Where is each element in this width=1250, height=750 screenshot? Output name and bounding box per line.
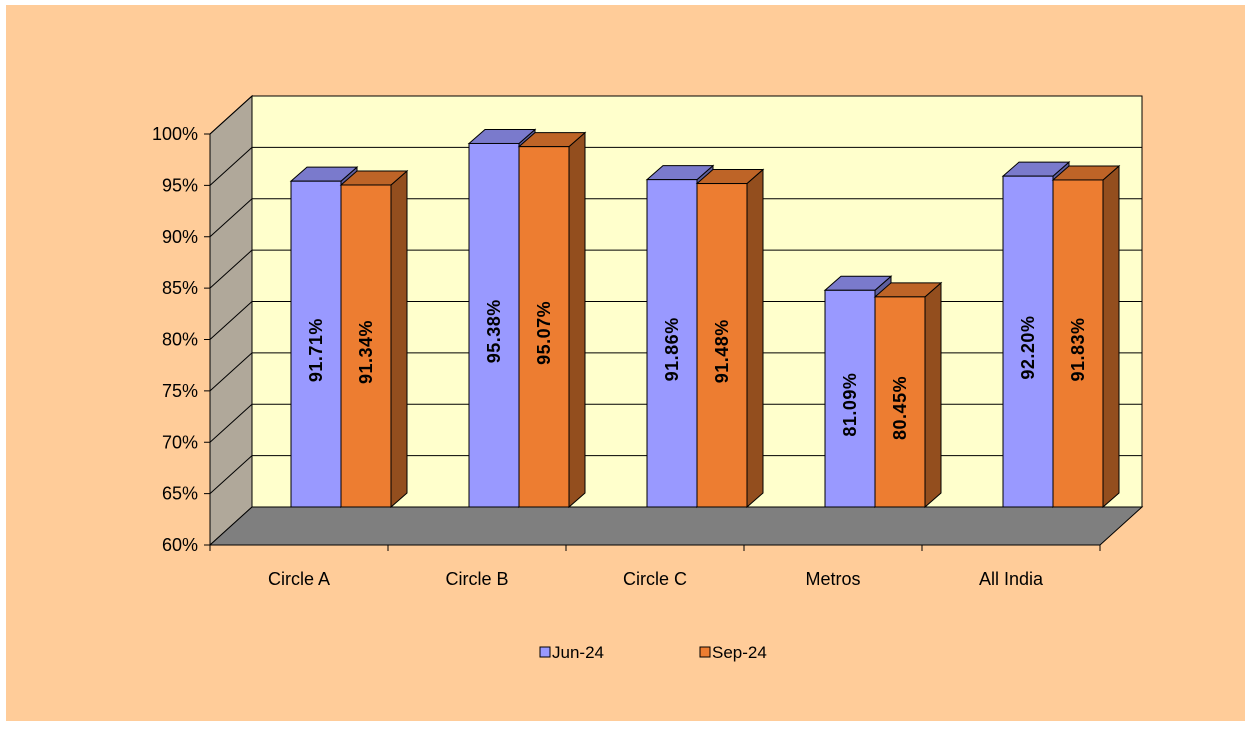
legend-label: Jun-24 — [552, 643, 604, 662]
floor — [208, 506, 1144, 546]
y-tick-label: 70% — [162, 432, 198, 452]
y-tick-label: 80% — [162, 330, 198, 350]
bar — [824, 289, 876, 508]
bar — [1052, 179, 1104, 508]
y-tick-label: 90% — [162, 227, 198, 247]
y-tick-label: 95% — [162, 175, 198, 195]
x-tick-label: Circle A — [268, 569, 330, 589]
data-label: 91.48% — [712, 319, 732, 383]
y-tick-label: 75% — [162, 381, 198, 401]
bar-side — [390, 169, 408, 509]
data-label: 95.07% — [534, 301, 554, 365]
y-tick-label: 60% — [162, 535, 198, 555]
y-tick-label: 85% — [162, 278, 198, 298]
y-tick-label: 100% — [152, 124, 198, 144]
bar — [340, 184, 392, 508]
x-tick-label: Circle B — [445, 569, 508, 589]
bar — [696, 183, 748, 508]
bar-side — [1102, 164, 1120, 509]
x-tick-label: All India — [979, 569, 1044, 589]
data-label: 92.20% — [1018, 316, 1038, 380]
gridline-side — [209, 198, 253, 238]
bar — [646, 179, 698, 508]
gridline-side — [209, 455, 253, 494]
x-tick-label: Circle C — [623, 569, 687, 589]
legend-swatch — [539, 646, 551, 658]
legend-swatch — [699, 646, 711, 658]
bar-side — [924, 281, 942, 509]
bar — [874, 296, 926, 508]
bar — [518, 146, 570, 508]
gridline-side — [209, 249, 253, 289]
x-tick-label: Metros — [805, 569, 860, 589]
data-label: 91.34% — [356, 320, 376, 384]
data-label: 91.83% — [1068, 317, 1088, 381]
bar-side — [746, 168, 764, 509]
data-label: 95.38% — [484, 299, 504, 363]
gridline-side — [209, 352, 253, 392]
data-label: 91.86% — [662, 317, 682, 381]
gridline-side — [209, 301, 253, 340]
gridline-side — [209, 95, 253, 135]
bar — [1002, 175, 1054, 508]
data-label: 91.71% — [306, 318, 326, 382]
bar — [290, 180, 342, 508]
legend-label: Sep-24 — [712, 643, 767, 662]
gridline-side — [209, 403, 253, 443]
bar — [468, 142, 520, 508]
bar-side — [568, 131, 586, 509]
data-label: 81.09% — [840, 373, 860, 437]
gridline-side — [209, 147, 253, 186]
y-tick-label: 65% — [162, 484, 198, 504]
data-label: 80.45% — [890, 376, 910, 440]
